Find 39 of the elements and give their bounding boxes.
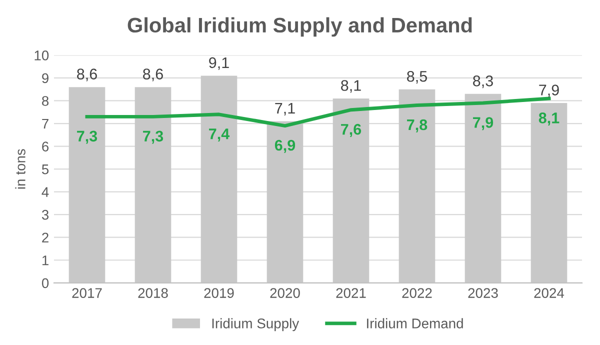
data-label: 8,1 [341,80,361,93]
data-label: 7,3 [143,130,164,144]
data-label: 7,9 [539,84,559,98]
x-tick-label: 2020 [270,288,300,298]
y-tick-label: 3 [42,210,49,220]
legend-label: Iridium Demand [367,318,463,328]
data-label: 8,1 [538,112,560,126]
y-tick-label: 10 [34,50,49,60]
y-tick-label: 7 [42,118,48,129]
data-label: 7,9 [473,117,494,130]
legend-label: Iridium Supply [212,318,300,332]
data-label: 7,1 [275,103,295,116]
y-tick-label: 6 [42,142,49,152]
y-tick-label: 1 [42,256,48,266]
y-tick-label: 8 [42,96,49,106]
data-label: 8,3 [473,76,493,88]
y-tick-label: 9 [42,73,48,84]
y-axis-title: in tons [15,149,26,189]
data-label: 8,6 [143,68,163,82]
data-label: 6,9 [274,140,296,153]
data-label: 7,6 [341,124,362,137]
data-label: 9,1 [209,57,229,70]
x-tick-label: 2022 [402,288,432,298]
x-tick-label: 2019 [204,288,234,298]
data-label: 8,5 [407,70,427,84]
y-tick-label: 4 [42,187,49,197]
x-tick-label: 2024 [534,288,564,298]
y-tick-label: 5 [42,164,49,174]
chart-title: Global Iridium Supply and Demand [128,17,472,37]
x-tick-label: 2023 [468,288,498,298]
data-label: 7,8 [407,119,428,132]
data-label: 7,3 [77,130,98,144]
x-tick-label: 2021 [336,288,366,298]
data-label: 7,4 [209,128,230,142]
x-tick-label: 2018 [138,288,168,298]
y-tick-label: 0 [42,278,49,288]
data-label: 8,6 [77,68,97,82]
y-tick-label: 2 [42,232,48,242]
x-tick-label: 2017 [72,288,102,298]
